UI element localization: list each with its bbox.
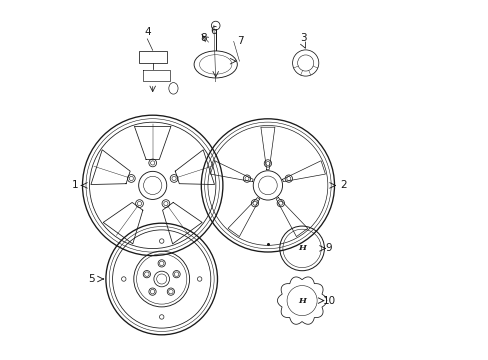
Text: 7: 7 — [237, 36, 244, 46]
Bar — [139, 51, 166, 63]
Text: H: H — [298, 244, 305, 252]
Text: H: H — [298, 297, 305, 305]
Text: 10: 10 — [322, 296, 335, 306]
Text: 8: 8 — [200, 33, 206, 43]
Text: 2: 2 — [340, 180, 346, 190]
Text: 3: 3 — [300, 33, 306, 43]
Text: 1: 1 — [72, 180, 79, 190]
Text: 9: 9 — [325, 243, 332, 253]
Text: 4: 4 — [143, 27, 150, 37]
Text: 6: 6 — [210, 26, 217, 36]
Text: 5: 5 — [88, 274, 95, 284]
